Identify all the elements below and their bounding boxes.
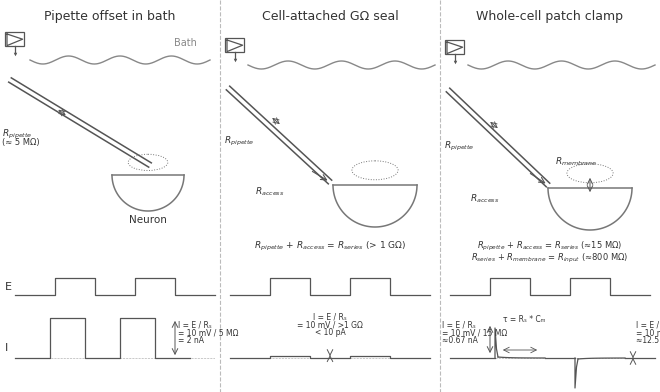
Text: I = E / Rₛ: I = E / Rₛ <box>178 320 212 329</box>
Text: $R_{pipette}$: $R_{pipette}$ <box>224 135 255 148</box>
Text: = 10 mV / 5 MΩ: = 10 mV / 5 MΩ <box>178 328 238 337</box>
Text: I = E / Rₛ: I = E / Rₛ <box>636 320 660 329</box>
Text: = 10 mV / 15 MΩ: = 10 mV / 15 MΩ <box>442 328 508 337</box>
Text: (≈ 5 MΩ): (≈ 5 MΩ) <box>2 138 40 147</box>
Text: $R_{membrane}$: $R_{membrane}$ <box>555 155 597 167</box>
Text: = 10 mV / >1 GΩ: = 10 mV / >1 GΩ <box>297 320 363 329</box>
Text: $R_{pipette}$ + $R_{access}$ = $R_{series}$ (> 1 GΩ): $R_{pipette}$ + $R_{access}$ = $R_{serie… <box>254 240 406 253</box>
Text: $R_{pipette}$: $R_{pipette}$ <box>444 140 475 153</box>
Bar <box>445 40 464 54</box>
Text: $R_{pipette}$: $R_{pipette}$ <box>2 128 32 141</box>
Text: I = E / Rₛ: I = E / Rₛ <box>442 320 476 329</box>
Text: Pipette offset in bath: Pipette offset in bath <box>44 10 176 23</box>
Text: < 10 pA: < 10 pA <box>315 328 345 337</box>
Text: τ = Rₛ * Cₘ: τ = Rₛ * Cₘ <box>503 315 545 324</box>
Text: Whole-cell patch clamp: Whole-cell patch clamp <box>477 10 624 23</box>
Text: Cell-attached GΩ seal: Cell-attached GΩ seal <box>261 10 399 23</box>
Text: I: I <box>5 343 8 353</box>
Text: ≈12.5 pA: ≈12.5 pA <box>636 336 660 345</box>
Text: E: E <box>5 281 12 292</box>
Text: Bath: Bath <box>174 38 197 48</box>
Text: ≈0.67 nA: ≈0.67 nA <box>442 336 478 345</box>
Text: $R_{pipette}$ + $R_{access}$ = $R_{series}$ (≈15 MΩ): $R_{pipette}$ + $R_{access}$ = $R_{serie… <box>477 240 622 253</box>
Text: I = E / Rₛ: I = E / Rₛ <box>313 312 347 321</box>
Text: = 2 nA: = 2 nA <box>178 336 204 345</box>
Bar <box>5 32 24 46</box>
Bar <box>225 38 244 53</box>
Text: = 10 mV / 800 MΩ: = 10 mV / 800 MΩ <box>636 328 660 337</box>
Text: Neuron: Neuron <box>129 215 167 225</box>
Text: $R_{series}$ + $R_{membrane}$ = $R_{input}$ (≈800 MΩ): $R_{series}$ + $R_{membrane}$ = $R_{inpu… <box>471 252 628 265</box>
Text: $R_{access}$: $R_{access}$ <box>470 192 500 205</box>
Text: $R_{access}$: $R_{access}$ <box>255 185 284 198</box>
